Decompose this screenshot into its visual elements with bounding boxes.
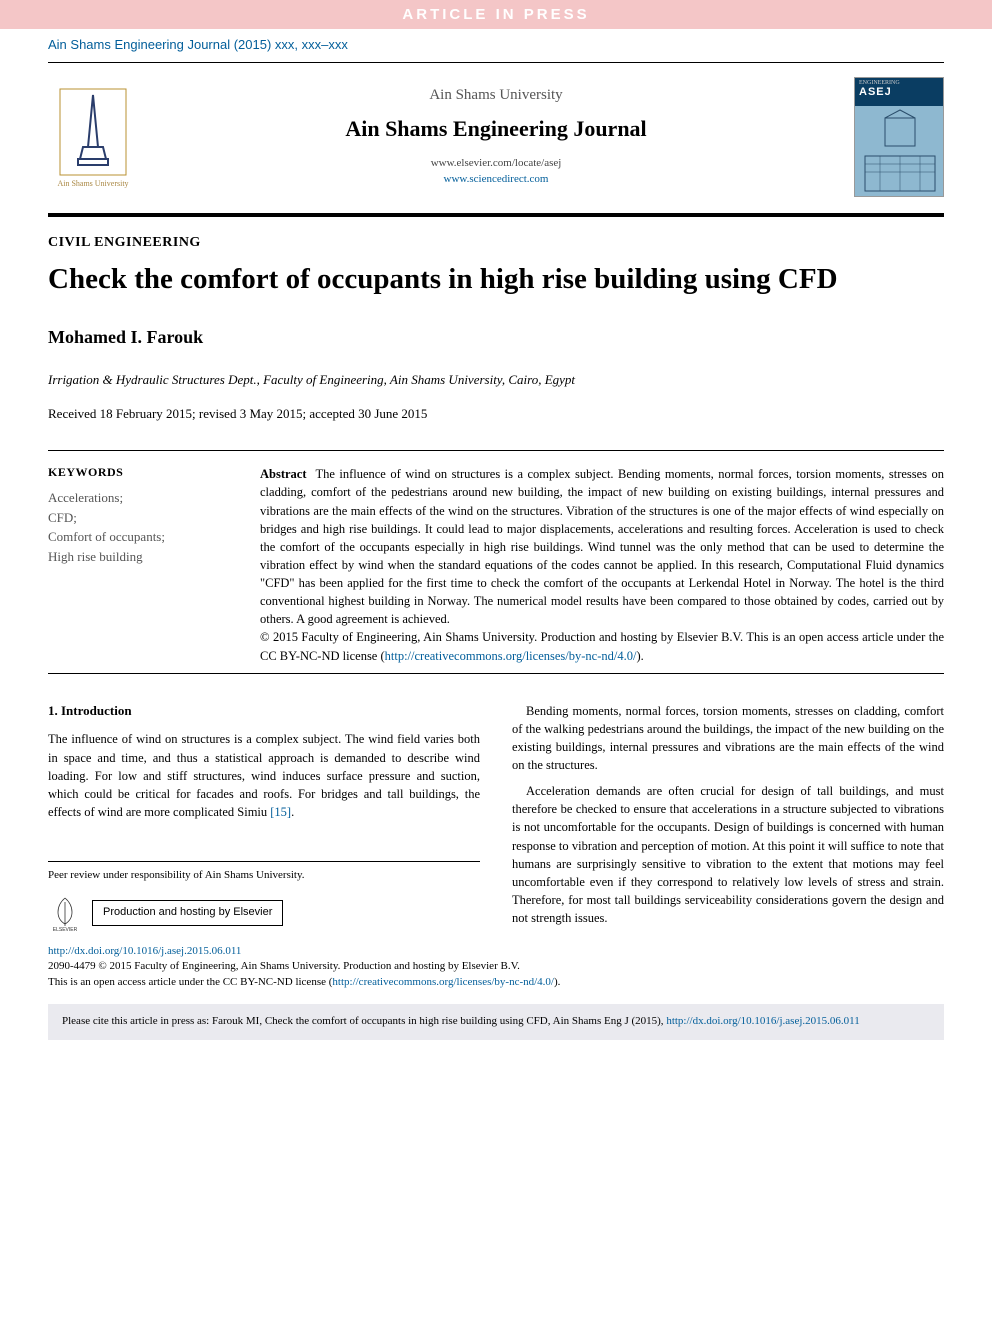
elsevier-logo-icon: ELSEVIER — [48, 894, 82, 932]
cite-text: Please cite this article in press as: Fa… — [62, 1015, 666, 1027]
issn-line: 2090-4479 © 2015 Faculty of Engineering,… — [48, 959, 944, 974]
abstract-label: Abstract — [260, 467, 307, 481]
rule — [48, 673, 944, 674]
svg-text:ELSEVIER: ELSEVIER — [53, 927, 78, 932]
journal-header: Ain Shams University Ain Shams Universit… — [0, 65, 992, 209]
article-in-press-banner: ARTICLE IN PRESS — [0, 0, 992, 29]
open-access-text: This is an open access article under the… — [48, 976, 332, 988]
abstract-text: The influence of wind on structures is a… — [260, 467, 944, 626]
intro-paragraph: The influence of wind on structures is a… — [48, 730, 480, 821]
article-category: CIVIL ENGINEERING — [48, 235, 944, 251]
obelisk-icon — [58, 87, 128, 177]
journal-cover: ENGINEERING ASEJ — [854, 77, 944, 197]
journal-links: www.elsevier.com/locate/asej www.science… — [138, 156, 854, 187]
cc-license-link[interactable]: http://creativecommons.org/licenses/by-n… — [332, 976, 554, 988]
sciencedirect-link[interactable]: www.sciencedirect.com — [138, 172, 854, 187]
keywords-heading: KEYWORDS — [48, 465, 228, 480]
body-para: Bending moments, normal forces, torsion … — [512, 702, 944, 775]
section-heading: 1. Introduction — [48, 702, 480, 721]
university-name: Ain Shams University — [138, 87, 854, 104]
thick-rule — [48, 213, 944, 217]
keyword: Comfort of occupants; — [48, 527, 228, 547]
journal-name: Ain Shams Engineering Journal — [138, 116, 854, 142]
hosting-row: ELSEVIER Production and hosting by Elsev… — [48, 894, 480, 932]
cover-art-icon — [855, 106, 944, 197]
citation-link[interactable]: [15] — [270, 805, 291, 819]
keywords-column: KEYWORDS Accelerations; CFD; Comfort of … — [48, 465, 228, 664]
doi-block: http://dx.doi.org/10.1016/j.asej.2015.06… — [48, 944, 944, 990]
elsevier-link[interactable]: www.elsevier.com/locate/asej — [138, 156, 854, 171]
keyword: Accelerations; — [48, 488, 228, 508]
cover-label: ASEJ — [859, 86, 939, 98]
article-dates: Received 18 February 2015; revised 3 May… — [48, 406, 944, 422]
left-column: 1. Introduction The influence of wind on… — [48, 702, 480, 944]
abstract-column: Abstract The influence of wind on struct… — [260, 465, 944, 664]
university-logo: Ain Shams University — [48, 77, 138, 197]
right-column: Bending moments, normal forces, torsion … — [512, 702, 944, 944]
journal-title-block: Ain Shams University Ain Shams Engineeri… — [138, 87, 854, 187]
cc-license-link[interactable]: http://creativecommons.org/licenses/by-n… — [385, 649, 637, 663]
rule — [48, 62, 944, 63]
keyword: High rise building — [48, 547, 228, 567]
body-para: Acceleration demands are often crucial f… — [512, 782, 944, 927]
article-title: Check the comfort of occupants in high r… — [48, 261, 944, 297]
copyright-end: ). — [636, 649, 643, 663]
doi-link[interactable]: http://dx.doi.org/10.1016/j.asej.2015.06… — [48, 945, 241, 957]
citation-box: Please cite this article in press as: Fa… — [48, 1004, 944, 1039]
peer-review-note: Peer review under responsibility of Ain … — [48, 868, 480, 884]
cite-doi-link[interactable]: http://dx.doi.org/10.1016/j.asej.2015.06… — [666, 1015, 859, 1027]
author-affiliation: Irrigation & Hydraulic Structures Dept.,… — [48, 372, 944, 388]
rule — [48, 861, 480, 862]
header-reference: Ain Shams Engineering Journal (2015) xxx… — [0, 29, 992, 60]
hosting-label: Production and hosting by Elsevier — [92, 900, 283, 926]
keyword: CFD; — [48, 508, 228, 528]
rule — [48, 450, 944, 451]
logo-caption: Ain Shams University — [57, 179, 128, 188]
author-name: Mohamed I. Farouk — [48, 327, 944, 348]
